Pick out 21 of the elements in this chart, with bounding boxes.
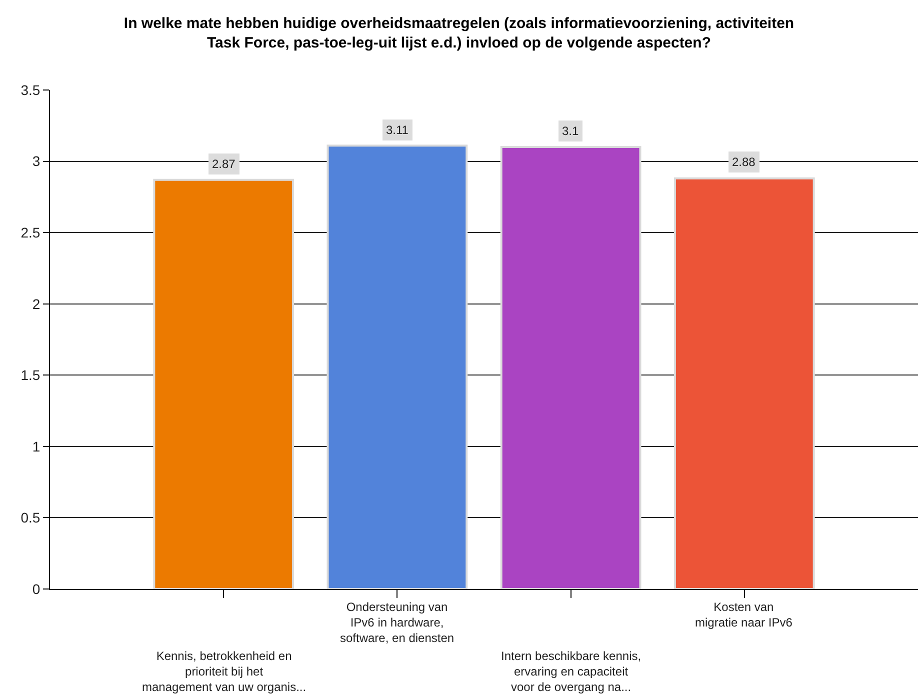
y-tick-label: 2 xyxy=(32,296,40,312)
y-tick-label: 2.5 xyxy=(20,224,40,240)
bar xyxy=(326,144,468,589)
x-tick-label: Kennis, betrokkenheid en prioriteit bij het management van uw organis... xyxy=(142,649,306,694)
x-tick-label: Intern beschikbare kennis, ervaring en capaciteit voor de overgang na... xyxy=(501,649,642,694)
y-tick-label: 3.5 xyxy=(20,82,40,98)
bar xyxy=(500,146,642,589)
data-label: 2.88 xyxy=(732,155,756,169)
y-tick-label: 1.5 xyxy=(20,367,40,384)
data-label: 2.87 xyxy=(212,157,236,171)
bar xyxy=(153,178,294,589)
bar xyxy=(674,177,815,589)
x-tick-label: Kosten van migratie naar IPv6 xyxy=(695,600,793,630)
x-tick-label: Ondersteuning van IPv6 in hardware, software, en diensten xyxy=(340,600,454,646)
data-label: 3.11 xyxy=(386,123,409,137)
y-tick-label: 0.5 xyxy=(20,510,40,526)
y-tick-label: 0 xyxy=(32,580,40,597)
y-tick-label: 3 xyxy=(32,153,40,170)
chart-title: In welke mate hebben huidige overheidsmaatregelen (zoals informatievoorziening, activiteiten Task Force, pas-toe-leg-uit lijst e.d.) invloed op de volgende aspecten? xyxy=(124,14,794,52)
data-label: 3.1 xyxy=(562,124,580,138)
y-tick-label: 1 xyxy=(32,438,40,454)
